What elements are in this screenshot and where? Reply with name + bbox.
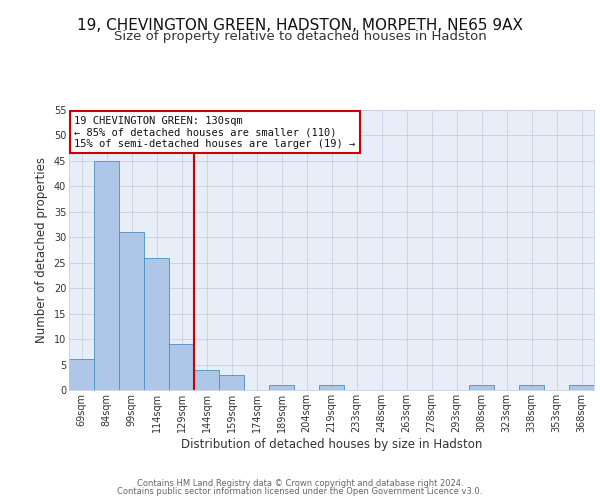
Text: 19, CHEVINGTON GREEN, HADSTON, MORPETH, NE65 9AX: 19, CHEVINGTON GREEN, HADSTON, MORPETH, … xyxy=(77,18,523,32)
X-axis label: Distribution of detached houses by size in Hadston: Distribution of detached houses by size … xyxy=(181,438,482,450)
Y-axis label: Number of detached properties: Number of detached properties xyxy=(35,157,48,343)
Bar xyxy=(94,161,119,390)
Bar xyxy=(319,385,344,390)
Bar xyxy=(269,385,294,390)
Bar xyxy=(469,385,494,390)
Bar xyxy=(194,370,219,390)
Text: Contains HM Land Registry data © Crown copyright and database right 2024.: Contains HM Land Registry data © Crown c… xyxy=(137,478,463,488)
Bar xyxy=(144,258,169,390)
Bar xyxy=(169,344,194,390)
Bar xyxy=(519,385,544,390)
Bar xyxy=(219,374,244,390)
Bar xyxy=(569,385,594,390)
Text: Contains public sector information licensed under the Open Government Licence v3: Contains public sector information licen… xyxy=(118,487,482,496)
Text: Size of property relative to detached houses in Hadston: Size of property relative to detached ho… xyxy=(113,30,487,43)
Text: 19 CHEVINGTON GREEN: 130sqm
← 85% of detached houses are smaller (110)
15% of se: 19 CHEVINGTON GREEN: 130sqm ← 85% of det… xyxy=(74,116,355,149)
Bar xyxy=(119,232,144,390)
Bar xyxy=(69,360,94,390)
